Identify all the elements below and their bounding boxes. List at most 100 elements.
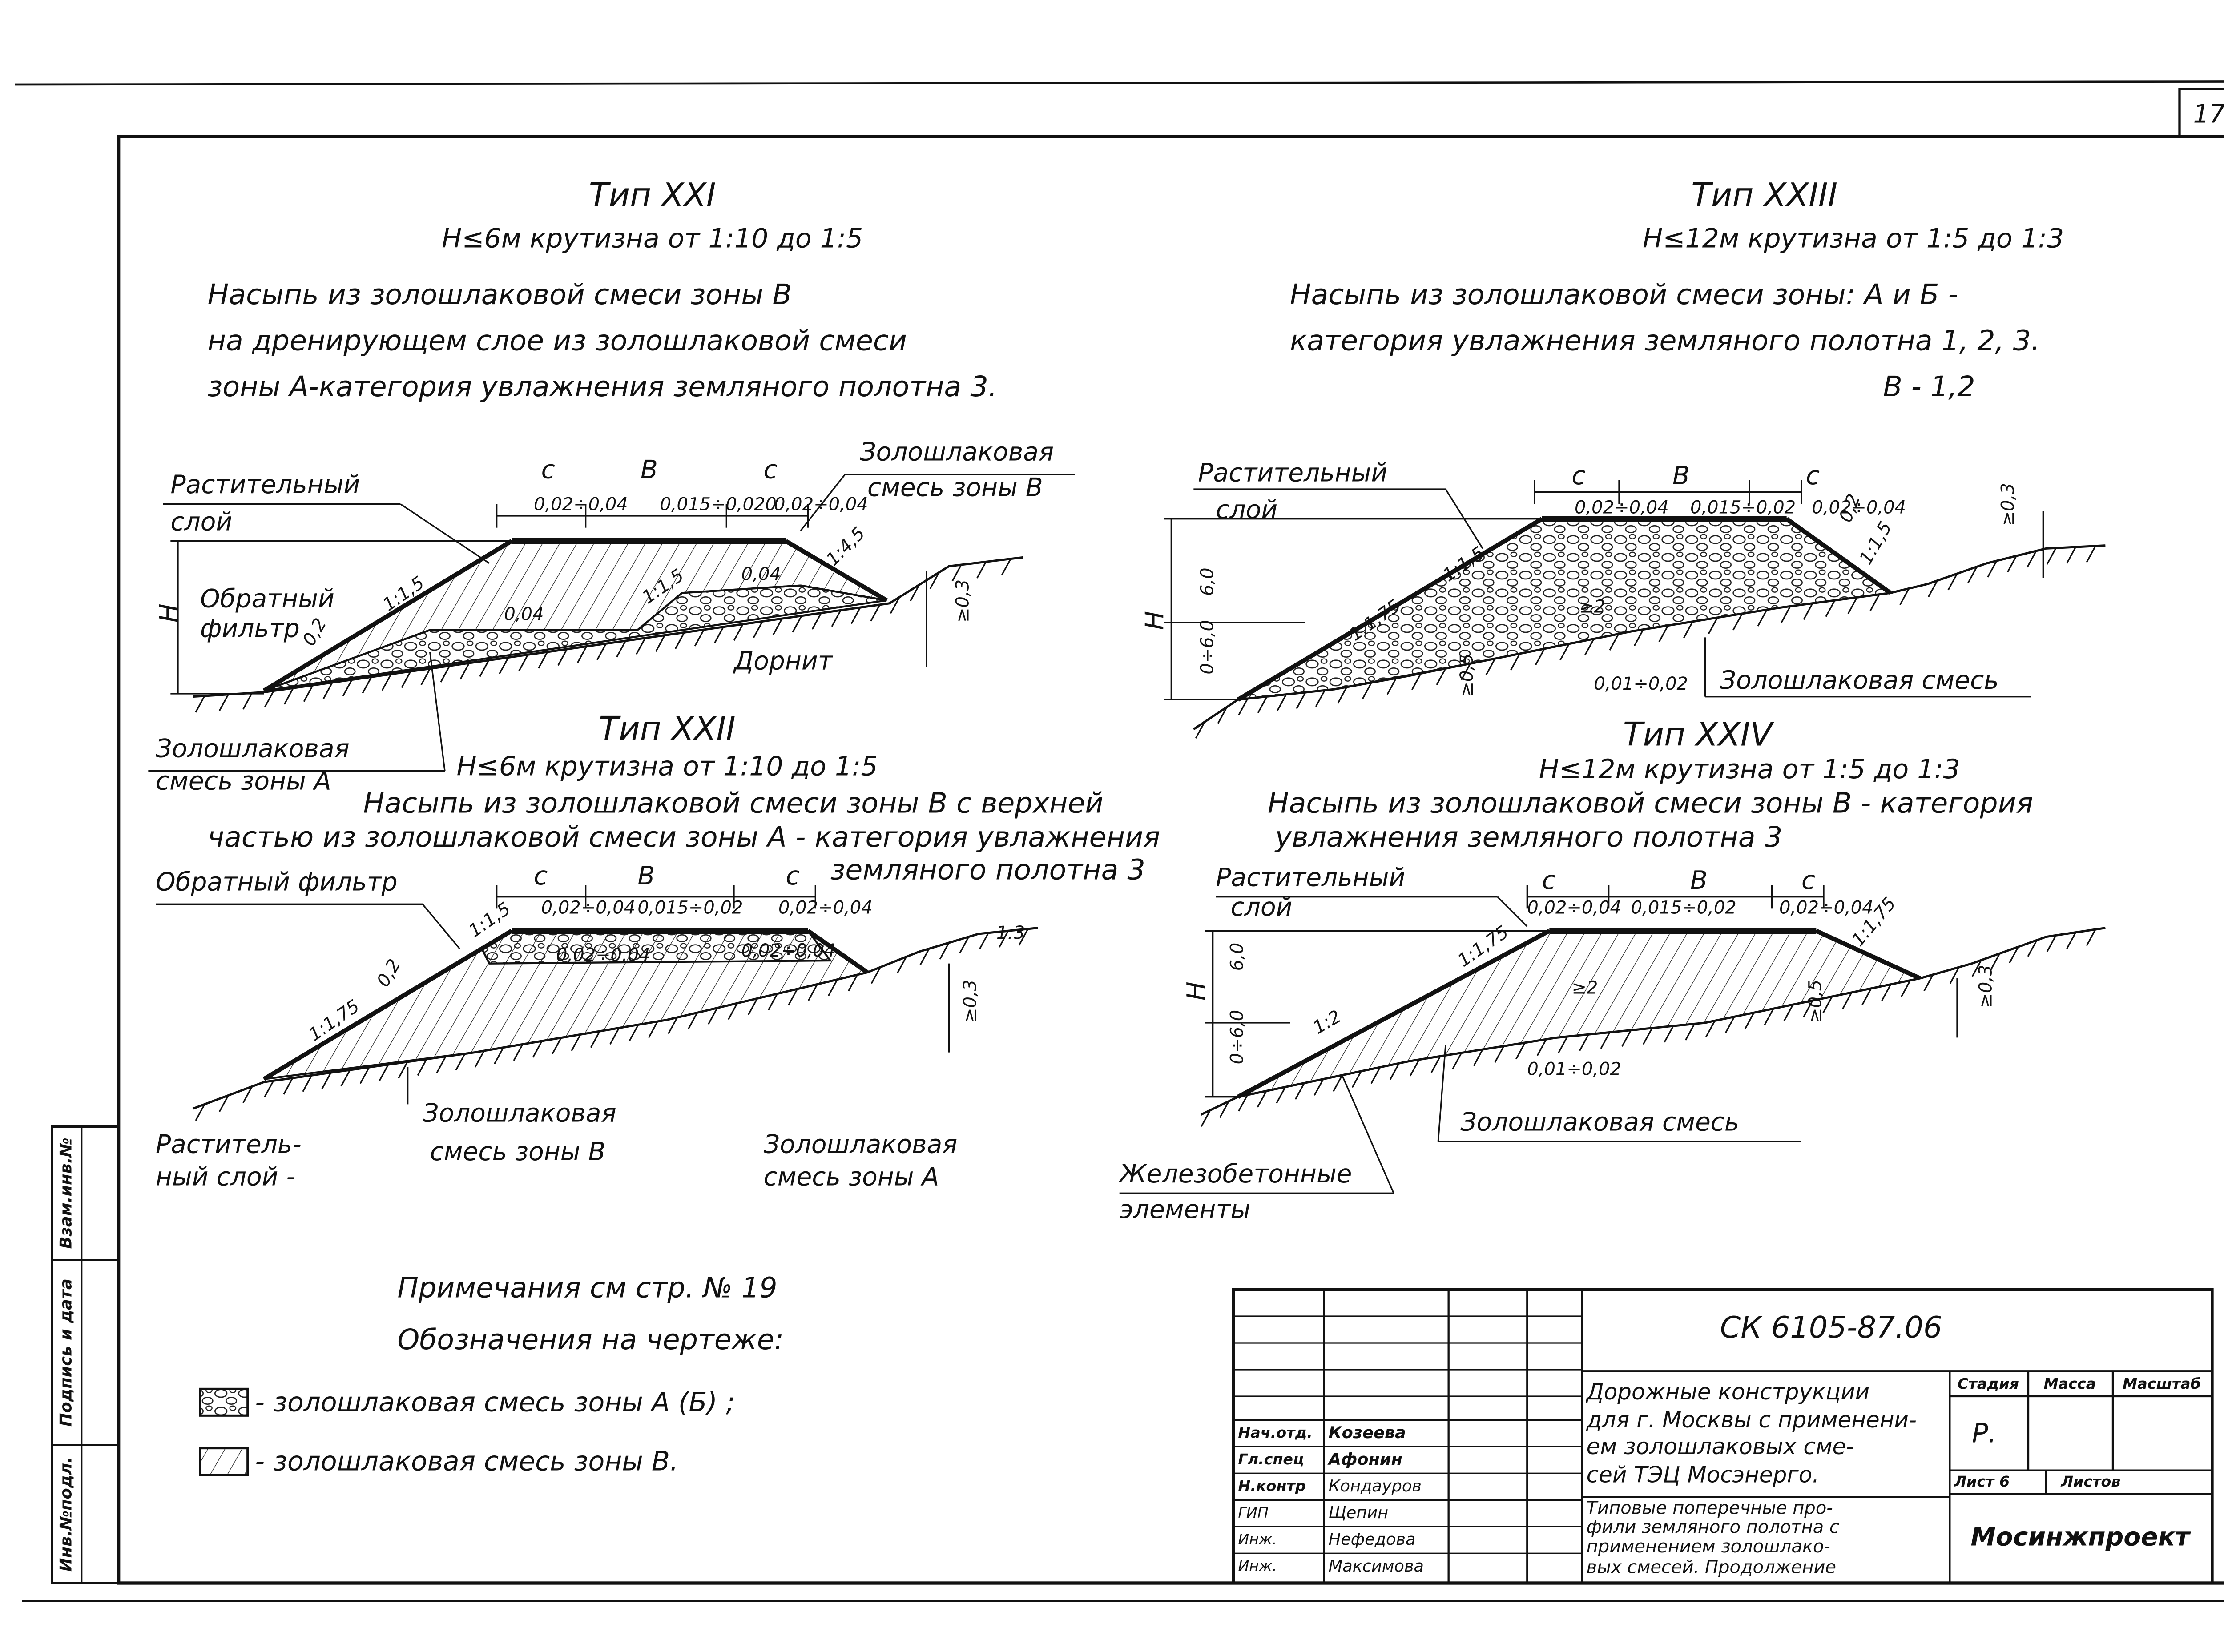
- drawing-label: 1:2: [1309, 1006, 1345, 1038]
- ground-tick: [792, 615, 802, 633]
- ground-tick: [976, 561, 987, 579]
- drawing-label: 1:4,5: [822, 523, 869, 570]
- ground-tick: [748, 998, 758, 1015]
- ground-tick: [1217, 707, 1228, 724]
- ground-tick: [1257, 696, 1268, 713]
- ground-tick: [342, 679, 353, 697]
- drawing-label: ≥0,5: [1457, 654, 1477, 697]
- slope: [1785, 517, 1892, 595]
- section-description: зоны А-категория увлажнения земляного по…: [208, 370, 997, 403]
- drawing-label: Железобетонные: [1118, 1159, 1352, 1189]
- drawing-label: H: [1182, 981, 1211, 1001]
- ground-tick: [1822, 996, 1833, 1013]
- ground-tick: [1609, 633, 1620, 651]
- ground-tick: [1783, 1004, 1794, 1021]
- ground-tick: [828, 979, 838, 997]
- section-description: Насыпь из золошлаковой смеси зоны В с ве…: [363, 787, 1104, 820]
- ground-tick: [1351, 1071, 1362, 1088]
- ground-tick: [1337, 687, 1348, 704]
- drawing-label: 0,04: [741, 564, 781, 584]
- ground-tick: [242, 1086, 253, 1103]
- section-title: Тип XXIV: [1623, 716, 1775, 754]
- slope: [262, 929, 513, 1081]
- ground-tick: [772, 618, 783, 635]
- ground-tick: [1842, 992, 1853, 1009]
- ground-tick: [321, 1072, 332, 1089]
- stamp-title: для г. Москвы с применени-: [1586, 1407, 1917, 1433]
- drawing-label: 0,015÷0,02: [1690, 497, 1796, 518]
- drawing-label: ≥0,3: [1998, 483, 2019, 526]
- stamp-title: Дорожные конструкции: [1586, 1379, 1870, 1405]
- ground-tick: [440, 665, 451, 683]
- ground-tick: [890, 596, 900, 614]
- ground-tick: [455, 1053, 466, 1071]
- drawing-label: H: [1140, 611, 1170, 630]
- ground-tick: [590, 1031, 600, 1048]
- drawing-label: слой: [170, 507, 232, 536]
- drawing-label: c: [1571, 461, 1585, 490]
- ground-tick: [1257, 1090, 1267, 1108]
- ground-tick: [1584, 638, 1595, 656]
- section-params: H≤6м крутизна от 1:10 до 1:5: [456, 751, 878, 782]
- section-description: категория увлажнения земляного полотна 1…: [1290, 324, 2040, 357]
- drawing-label: 0,02÷0,04: [741, 941, 836, 961]
- section-description: земляного полотна 3: [830, 853, 1145, 886]
- ground-tick: [1744, 1012, 1755, 1029]
- stamp-sheet-title: вых смесей. Продолжение: [1587, 1557, 1836, 1578]
- ground-tick: [848, 974, 858, 992]
- ground-tick: [2006, 555, 2017, 573]
- ground-tick: [1971, 960, 1982, 977]
- slope: [1815, 928, 1921, 981]
- drawing-label: 0÷6,0: [1227, 1010, 1247, 1065]
- legend-text: - золошлаковая смесь зоны В.: [255, 1446, 678, 1477]
- drawing-label: B: [641, 455, 658, 485]
- drawing-label: 0,2: [1836, 491, 1865, 525]
- ground-tick: [951, 564, 962, 582]
- ground-tick: [2086, 929, 2096, 946]
- ground-tick: [1195, 721, 1205, 739]
- drawing-label: 0,02÷0,04: [1779, 897, 1873, 918]
- ground-tick: [1705, 1020, 1716, 1037]
- ground-tick: [1515, 1042, 1526, 1060]
- drawing-label: 0,015÷0,020: [660, 494, 777, 515]
- ground-tick: [870, 967, 881, 984]
- drawing-label: Золошлаковая: [764, 1129, 958, 1159]
- stamp-name: Нефедова: [1329, 1530, 1416, 1549]
- ground-tick: [242, 692, 253, 710]
- legend-swatch: [199, 1447, 249, 1476]
- side-label: Инв.№подл.: [56, 1457, 76, 1572]
- ground-tick: [218, 694, 229, 711]
- ground-tick: [629, 1024, 639, 1041]
- legend-swatch: [199, 1387, 249, 1417]
- stamp-sheet-title: фили земляного полотна с: [1587, 1517, 1839, 1538]
- ground-tick: [1201, 1109, 1211, 1127]
- ground-tick: [979, 932, 989, 950]
- drawing-label: 0,01÷0,02: [1527, 1059, 1621, 1080]
- ground-tick: [322, 682, 333, 699]
- drawing-label: слой: [1216, 495, 1277, 525]
- drawing-label: слой: [1231, 892, 1293, 922]
- ground-tick: [1535, 648, 1545, 666]
- ground-tick: [616, 640, 627, 658]
- ground-tick: [264, 690, 274, 708]
- drawing-label: H: [154, 603, 184, 623]
- side-label: Подпись и дата: [56, 1278, 76, 1427]
- ground-tick: [359, 1067, 370, 1084]
- ground-tick: [1881, 984, 1892, 1001]
- ground-tick: [694, 629, 705, 647]
- drawing-label: 0,015÷0,02: [637, 897, 743, 918]
- ground-tick: [552, 1037, 562, 1055]
- ground-tick: [1803, 1000, 1813, 1017]
- ground-tick: [557, 648, 568, 666]
- ground-tick: [283, 687, 294, 705]
- ground-tick: [1967, 566, 1978, 583]
- ground-tick: [999, 930, 1009, 948]
- ground-tick: [2046, 547, 2057, 565]
- leader: [400, 503, 490, 564]
- ground-tick: [1987, 560, 1998, 578]
- ground-tick: [1018, 928, 1029, 946]
- ground-tick: [1899, 588, 1910, 605]
- ground-tick: [1386, 678, 1397, 695]
- ground-tick: [1362, 682, 1372, 699]
